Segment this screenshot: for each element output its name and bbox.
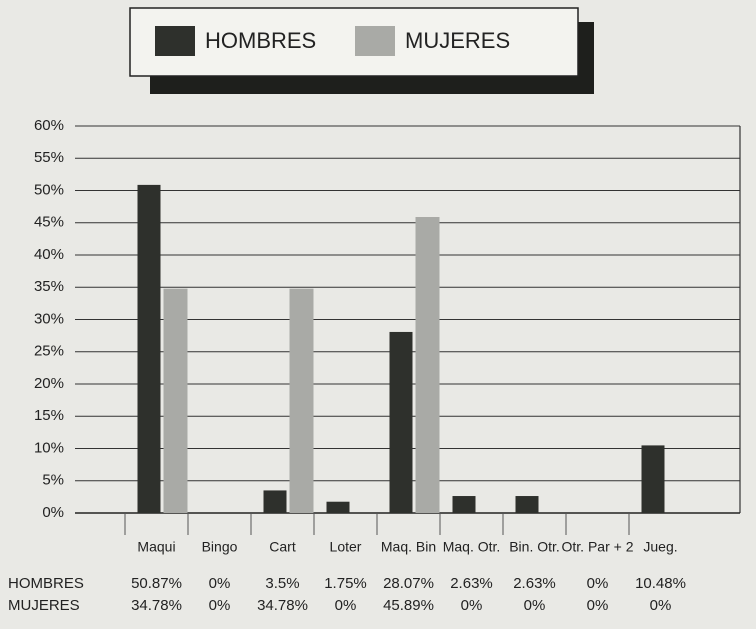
y-tick-label: 50% — [34, 181, 64, 198]
bar — [515, 496, 539, 513]
x-tick-label: Jueg. — [643, 539, 677, 555]
y-tick-label: 15% — [34, 407, 64, 424]
bar — [389, 331, 413, 513]
table-row-label: MUJERES — [8, 597, 80, 614]
table-value: 3.5% — [265, 575, 299, 592]
legend-label: HOMBRES — [205, 28, 316, 53]
table-value: 0% — [209, 597, 231, 614]
legend-label: MUJERES — [405, 28, 510, 53]
y-tick-label: 30% — [34, 310, 64, 327]
table-value: 28.07% — [383, 575, 434, 592]
y-tick-label: 0% — [42, 504, 64, 521]
x-tick-label: Bingo — [202, 539, 238, 555]
legend-box — [129, 7, 579, 77]
x-tick-label: Cart — [269, 539, 296, 555]
table-row-label: HOMBRES — [8, 575, 84, 592]
y-tick-label: 25% — [34, 343, 64, 360]
y-tick-label: 20% — [34, 375, 64, 392]
legend-swatch — [355, 26, 395, 56]
table-value: 0% — [587, 597, 609, 614]
table-value: 0% — [587, 575, 609, 592]
table-value: 2.63% — [450, 575, 493, 592]
table-value: 10.48% — [635, 575, 686, 592]
x-tick-label: Maq. Bin — [381, 539, 436, 555]
table-value: 0% — [461, 597, 483, 614]
table-value: 0% — [209, 575, 231, 592]
y-tick-label: 55% — [34, 149, 64, 166]
x-tick-label: Maqui — [137, 539, 175, 555]
y-tick-label: 45% — [34, 214, 64, 231]
bar — [641, 445, 665, 513]
bar — [163, 288, 188, 513]
bar — [137, 184, 161, 514]
y-tick-label: 60% — [34, 117, 64, 134]
table-value: 34.78% — [257, 597, 308, 614]
y-tick-label: 10% — [34, 439, 64, 456]
table-value: 45.89% — [383, 597, 434, 614]
bar — [415, 217, 440, 513]
table-value: 2.63% — [513, 575, 556, 592]
table-value: 0% — [335, 597, 357, 614]
y-tick-label: 40% — [34, 246, 64, 263]
bar — [326, 501, 350, 513]
table-value: 1.75% — [324, 575, 367, 592]
y-tick-label: 5% — [42, 472, 64, 489]
bar — [452, 496, 476, 513]
x-tick-label: Otr. Par + 2 — [562, 539, 634, 555]
table-value: 0% — [650, 597, 672, 614]
table-value: 34.78% — [131, 597, 182, 614]
x-tick-label: Maq. Otr. — [443, 539, 501, 555]
x-tick-label: Bin. Otr. — [509, 539, 560, 555]
bar — [263, 490, 287, 513]
table-value: 50.87% — [131, 575, 182, 592]
bar — [289, 288, 314, 513]
y-tick-label: 35% — [34, 278, 64, 295]
legend-swatch — [155, 26, 195, 56]
table-value: 0% — [524, 597, 546, 614]
x-tick-label: Loter — [330, 539, 362, 555]
